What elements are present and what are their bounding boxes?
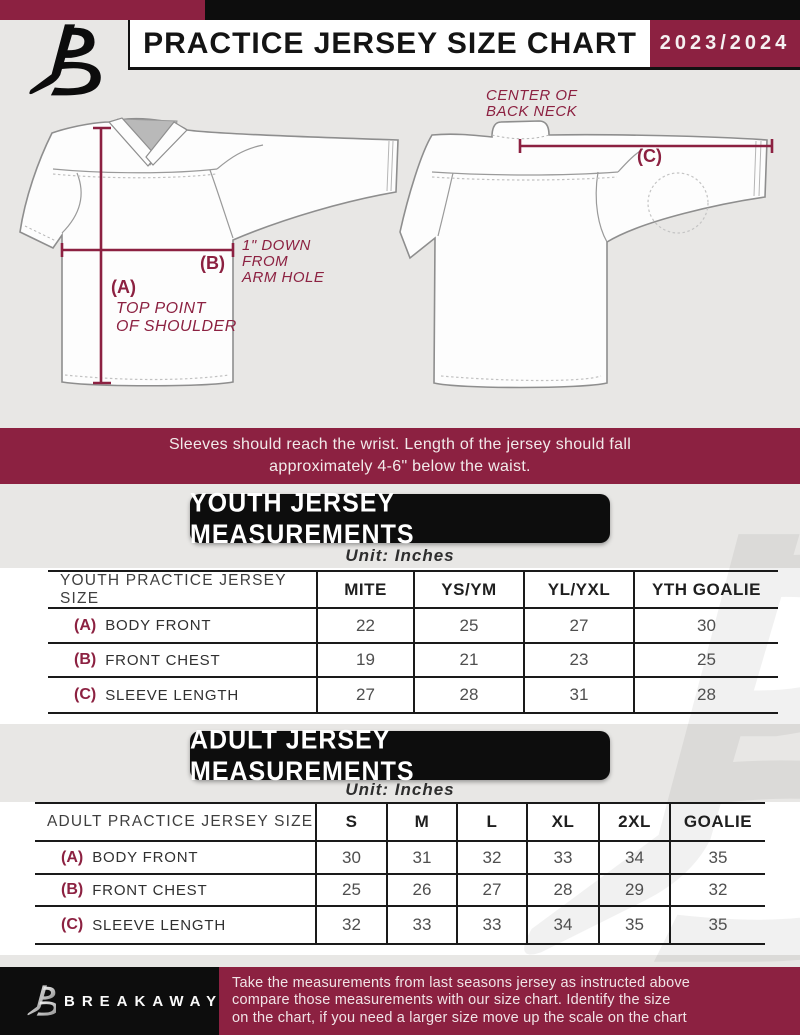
measurement-value: 27 <box>523 609 633 644</box>
header-maroon-strip <box>0 0 205 20</box>
front-jersey-diagram <box>19 117 399 387</box>
measurement-value: 25 <box>315 875 386 907</box>
size-column-header: GOALIE <box>669 804 765 842</box>
measure-key: (C) <box>74 686 97 703</box>
adult-unit-label: Unit: Inches <box>345 780 455 799</box>
measurement-value: 34 <box>598 842 669 875</box>
measurement-value: 28 <box>413 678 523 714</box>
size-column-header: MITE <box>316 572 413 609</box>
measure-key: (C) <box>61 916 84 933</box>
breakaway-logo-icon <box>29 24 101 96</box>
back-jersey-diagram <box>399 120 774 389</box>
measurement-row-label: (B) FRONT CHEST <box>48 644 316 678</box>
measure-key: (B) <box>74 651 97 668</box>
measurement-value: 26 <box>386 875 456 907</box>
measurement-value: 32 <box>315 907 386 945</box>
table-label-header: YOUTH PRACTICE JERSEY SIZE <box>48 572 316 609</box>
measurement-value: 28 <box>633 678 778 714</box>
measurement-row-label: (A) BODY FRONT <box>48 609 316 644</box>
measurement-value: 33 <box>526 842 598 875</box>
page-title: PRACTICE JERSEY SIZE CHART <box>143 26 637 60</box>
size-column-header: YL/YXL <box>523 572 633 609</box>
measure-name: FRONT CHEST <box>92 881 208 899</box>
measure-c-key: (C) <box>637 146 662 166</box>
season-badge: 2023/2024 <box>650 20 800 70</box>
measurement-value: 19 <box>316 644 413 678</box>
measure-name: FRONT CHEST <box>105 651 221 669</box>
measure-name: SLEEVE LENGTH <box>105 686 239 704</box>
measurement-value: 27 <box>456 875 526 907</box>
measure-a-note: TOP POINT OF SHOULDER <box>116 300 237 335</box>
measurement-value: 32 <box>456 842 526 875</box>
measurement-value: 25 <box>633 644 778 678</box>
measure-b-key: (B) <box>200 253 225 273</box>
measurement-row-label: (C) SLEEVE LENGTH <box>35 907 315 945</box>
measure-name: SLEEVE LENGTH <box>92 916 226 934</box>
size-column-header: YTH GOALIE <box>633 572 778 609</box>
breakaway-watermark-icon <box>524 534 800 962</box>
measurement-value: 25 <box>413 609 523 644</box>
measure-name: BODY FRONT <box>92 849 199 866</box>
measurement-value: 30 <box>633 609 778 644</box>
youth-section-title-box: YOUTH JERSEY MEASUREMENTS <box>190 487 610 549</box>
center-back-neck-note: CENTER OF BACK NECK <box>486 87 578 120</box>
measurement-value: 35 <box>669 842 765 875</box>
youth-unit-label: Unit: Inches <box>345 546 455 565</box>
size-column-header: S <box>315 804 386 842</box>
youth-measurements-table: YOUTH PRACTICE JERSEY SIZE MITE YS/YM YL/YX… <box>48 570 778 714</box>
measurement-value: 32 <box>669 875 765 907</box>
measurement-value: 23 <box>523 644 633 678</box>
size-column-header: L <box>456 804 526 842</box>
measurement-value: 33 <box>386 907 456 945</box>
measurement-value: 22 <box>316 609 413 644</box>
measure-b-note: 1" DOWN FROM ARM HOLE <box>242 237 325 286</box>
breakaway-logo-icon <box>27 985 56 1016</box>
youth-table-background <box>0 568 800 724</box>
measurement-value: 28 <box>526 875 598 907</box>
measurement-row-label: (A) BODY FRONT <box>35 842 315 875</box>
adult-section-title-box: ADULT JERSEY MEASUREMENTS <box>190 724 610 786</box>
header-black-strip <box>205 0 800 20</box>
measurement-value: 31 <box>523 678 633 714</box>
measure-key: (B) <box>61 881 84 898</box>
measurement-row-label: (B) FRONT CHEST <box>35 875 315 907</box>
measure-a-key: (A) <box>111 277 136 297</box>
size-column-header: XL <box>526 804 598 842</box>
measurement-value: 33 <box>456 907 526 945</box>
measurement-value: 35 <box>669 907 765 945</box>
measurement-value: 29 <box>598 875 669 907</box>
measure-name: BODY FRONT <box>105 617 212 634</box>
adult-table-background <box>0 802 800 955</box>
measurement-value: 35 <box>598 907 669 945</box>
footer-brand-block: BREAKAWAY <box>0 967 219 1035</box>
footer-instructions: Take the measurements from last seasons … <box>219 967 800 1035</box>
page-title-box: PRACTICE JERSEY SIZE CHART <box>128 20 652 70</box>
measurement-row-label: (C) SLEEVE LENGTH <box>48 678 316 714</box>
measurement-value: 21 <box>413 644 523 678</box>
measurement-value: 27 <box>316 678 413 714</box>
brand-name: BREAKAWAY <box>64 992 224 1010</box>
measurement-value: 30 <box>315 842 386 875</box>
measurement-value: 31 <box>386 842 456 875</box>
fit-instructions-banner: Sleeves should reach the wrist. Length o… <box>0 428 800 484</box>
size-column-header: M <box>386 804 456 842</box>
measure-key: (A) <box>61 848 84 866</box>
table-label-header: ADULT PRACTICE JERSEY SIZE <box>35 804 315 842</box>
size-column-header: YS/YM <box>413 572 523 609</box>
measurement-value: 34 <box>526 907 598 945</box>
season-label: 2023/2024 <box>659 32 791 54</box>
size-column-header: 2XL <box>598 804 669 842</box>
measure-key: (A) <box>74 616 97 634</box>
adult-measurements-table: ADULT PRACTICE JERSEY SIZE S M L XL 2XL GOALIE… <box>35 802 765 945</box>
